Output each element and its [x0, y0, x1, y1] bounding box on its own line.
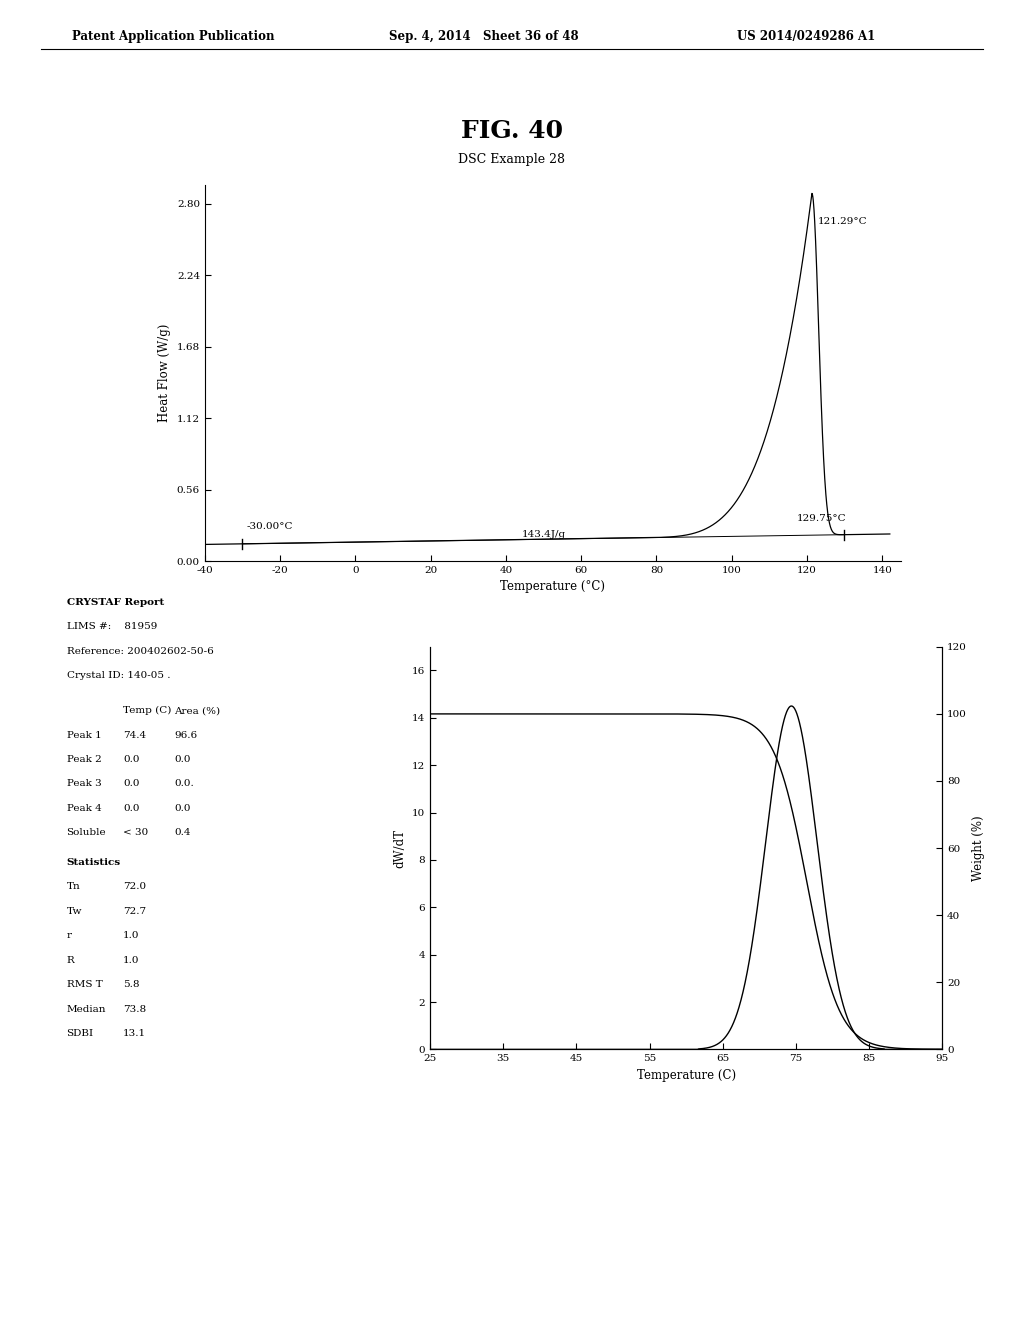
Text: Soluble: Soluble — [67, 829, 106, 837]
Text: 143.4J/g: 143.4J/g — [521, 529, 565, 539]
Text: 0.0: 0.0 — [123, 755, 139, 764]
Text: Reference: 200402602-50-6: Reference: 200402602-50-6 — [67, 647, 213, 656]
Text: 74.4: 74.4 — [123, 731, 146, 739]
Text: Tw: Tw — [67, 907, 82, 916]
Text: Statistics: Statistics — [67, 858, 121, 867]
Text: 13.1: 13.1 — [123, 1030, 146, 1038]
Text: Crystal ID: 140-05 .: Crystal ID: 140-05 . — [67, 671, 170, 680]
Text: 0.0: 0.0 — [123, 779, 139, 788]
Text: Peak 2: Peak 2 — [67, 755, 101, 764]
Text: Temp (C): Temp (C) — [123, 706, 171, 715]
Text: 0.0: 0.0 — [123, 804, 139, 813]
Text: Area (%): Area (%) — [174, 706, 220, 715]
Text: 1.0: 1.0 — [123, 956, 139, 965]
Y-axis label: Weight (%): Weight (%) — [973, 816, 985, 880]
X-axis label: Temperature (°C): Temperature (°C) — [501, 581, 605, 594]
Text: 1.0: 1.0 — [123, 932, 139, 940]
Text: 72.0: 72.0 — [123, 882, 146, 891]
Y-axis label: dW/dT: dW/dT — [393, 829, 407, 867]
Text: < 30: < 30 — [123, 829, 148, 837]
Text: 96.6: 96.6 — [174, 731, 198, 739]
Text: 0.4: 0.4 — [174, 829, 190, 837]
Text: DSC Example 28: DSC Example 28 — [459, 153, 565, 166]
Text: Tn: Tn — [67, 882, 80, 891]
Text: 0.0: 0.0 — [174, 755, 190, 764]
Text: Patent Application Publication: Patent Application Publication — [72, 30, 274, 44]
Text: Peak 1: Peak 1 — [67, 731, 101, 739]
Text: 73.8: 73.8 — [123, 1005, 146, 1014]
Text: FIG. 40: FIG. 40 — [461, 119, 563, 143]
Text: RMS T: RMS T — [67, 979, 102, 989]
Text: Median: Median — [67, 1005, 106, 1014]
Text: LIMS #:    81959: LIMS #: 81959 — [67, 622, 157, 631]
Text: Peak 4: Peak 4 — [67, 804, 101, 813]
Text: CRYSTAF Report: CRYSTAF Report — [67, 598, 164, 607]
Text: Peak 3: Peak 3 — [67, 779, 101, 788]
Y-axis label: Heat Flow (W/g): Heat Flow (W/g) — [159, 323, 171, 422]
Text: 0.0: 0.0 — [174, 804, 190, 813]
X-axis label: Temperature (C): Temperature (C) — [637, 1069, 735, 1082]
Text: 5.8: 5.8 — [123, 979, 139, 989]
Text: 121.29°C: 121.29°C — [817, 216, 867, 226]
Text: SDBI: SDBI — [67, 1030, 93, 1038]
Text: r: r — [67, 932, 72, 940]
Text: US 2014/0249286 A1: US 2014/0249286 A1 — [737, 30, 876, 44]
Text: -30.00°C: -30.00°C — [246, 523, 293, 531]
Text: R: R — [67, 956, 75, 965]
Text: 129.75°C: 129.75°C — [797, 515, 847, 523]
Text: 0.0.: 0.0. — [174, 779, 194, 788]
Text: Sep. 4, 2014   Sheet 36 of 48: Sep. 4, 2014 Sheet 36 of 48 — [389, 30, 579, 44]
Text: 72.7: 72.7 — [123, 907, 146, 916]
